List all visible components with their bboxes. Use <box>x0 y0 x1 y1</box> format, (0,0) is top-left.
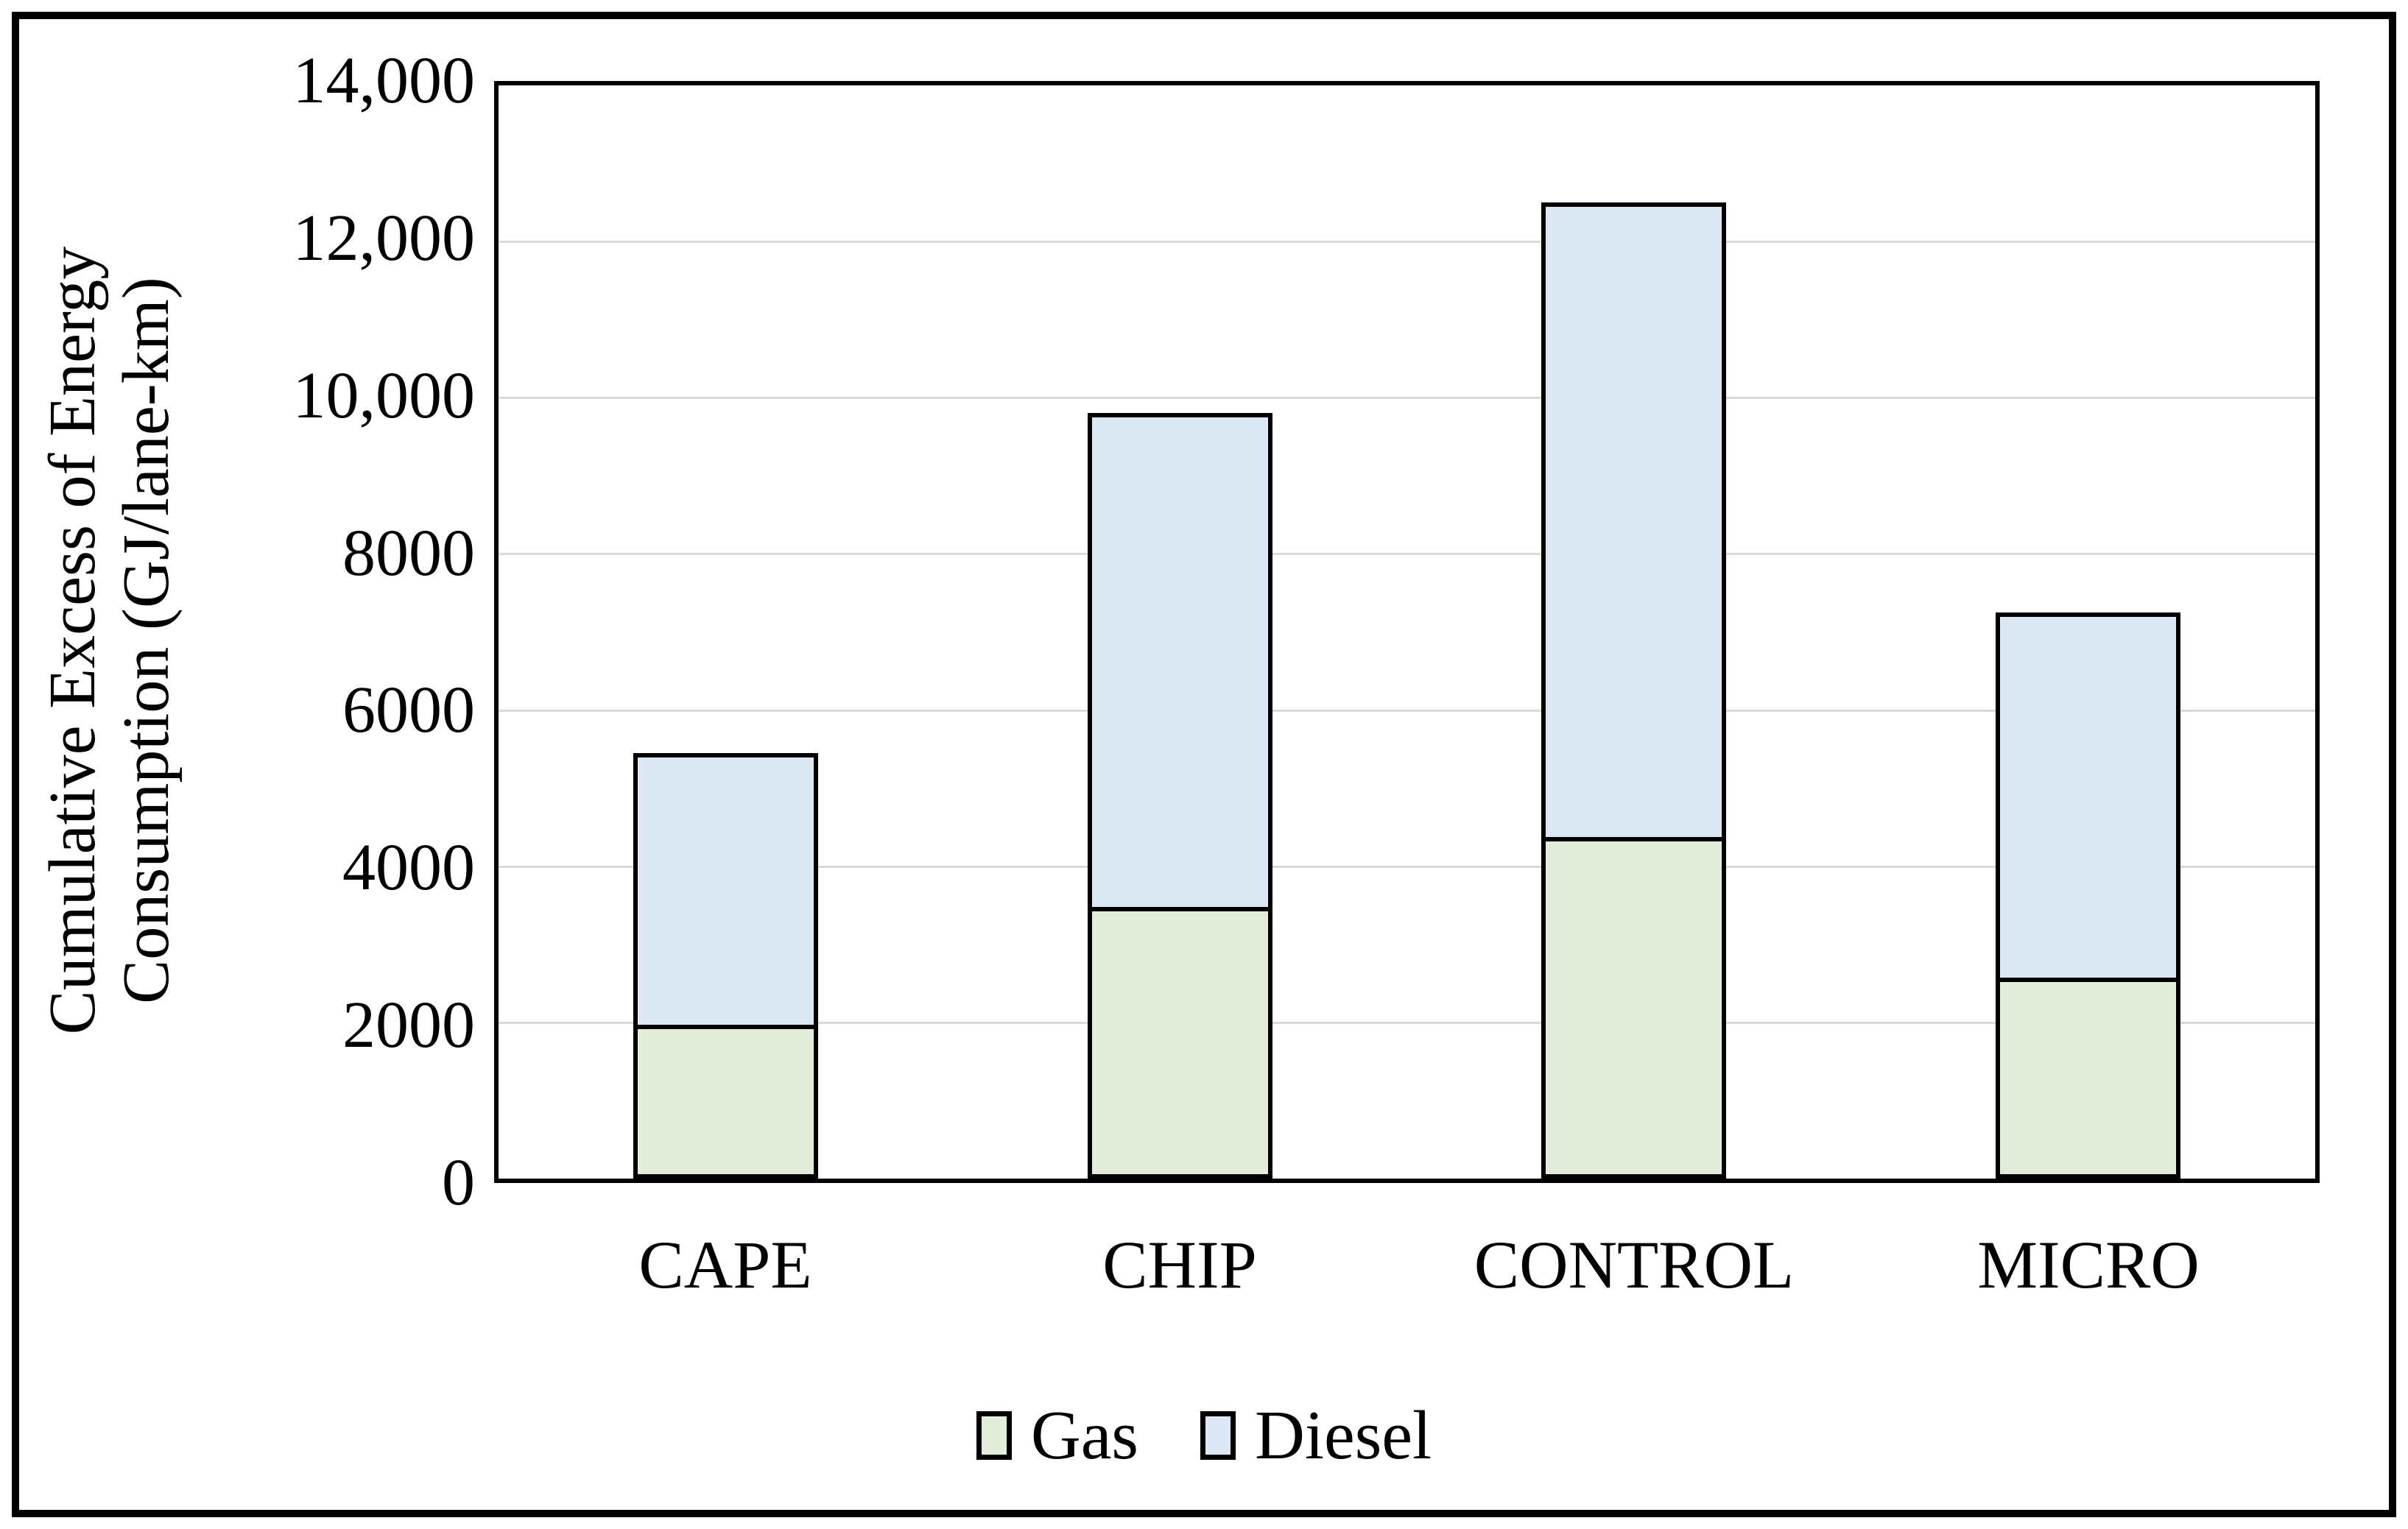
legend-swatch-gas <box>976 1411 1012 1460</box>
y-axis-title-line2: Consumption (GJ/lane-km) <box>110 277 183 1004</box>
bar-segment-diesel-chip <box>1092 417 1268 912</box>
bar-chip <box>1088 413 1272 1179</box>
y-tick-label-6000: 6000 <box>342 674 475 746</box>
legend: Gas Diesel <box>0 1384 2408 1487</box>
y-axis-title: Cumulative Excess of Energy Consumption … <box>36 195 183 1086</box>
legend-item-gas: Gas <box>976 1399 1138 1472</box>
y-axis-title-line1: Cumulative Excess of Energy <box>36 246 109 1035</box>
gridline-4000 <box>499 866 2315 868</box>
y-tick-label-4000: 4000 <box>342 831 475 904</box>
bar-segment-diesel-micro <box>2000 617 2176 982</box>
bar-cape <box>633 753 818 1179</box>
bar-micro <box>1996 612 2180 1179</box>
y-tick-label-12000: 12,000 <box>292 202 476 275</box>
legend-label-diesel: Diesel <box>1255 1397 1432 1474</box>
legend-label-gas: Gas <box>1030 1397 1139 1474</box>
plot-area <box>494 81 2320 1183</box>
legend-item-diesel: Diesel <box>1200 1399 1432 1472</box>
x-category-label-control: CONTROL <box>1474 1227 1795 1302</box>
gridline-10000 <box>499 397 2315 399</box>
bar-control <box>1541 202 1726 1179</box>
y-tick-label-0: 0 <box>442 1146 475 1219</box>
y-tick-label-14000: 14,000 <box>292 44 476 117</box>
gridline-2000 <box>499 1022 2315 1024</box>
y-tick-label-10000: 10,000 <box>292 359 476 432</box>
bar-segment-diesel-control <box>1546 207 1722 841</box>
y-tick-label-8000: 8000 <box>342 517 475 590</box>
y-tick-label-2000: 2000 <box>342 989 475 1062</box>
gridline-6000 <box>499 710 2315 712</box>
x-category-label-chip: CHIP <box>1102 1227 1257 1302</box>
legend-swatch-diesel <box>1200 1411 1236 1460</box>
x-category-label-micro: MICRO <box>1977 1227 2200 1302</box>
gridline-8000 <box>499 553 2315 555</box>
bar-segment-diesel-cape <box>638 758 814 1029</box>
x-category-label-cape: CAPE <box>638 1227 812 1302</box>
gridline-12000 <box>499 241 2315 243</box>
